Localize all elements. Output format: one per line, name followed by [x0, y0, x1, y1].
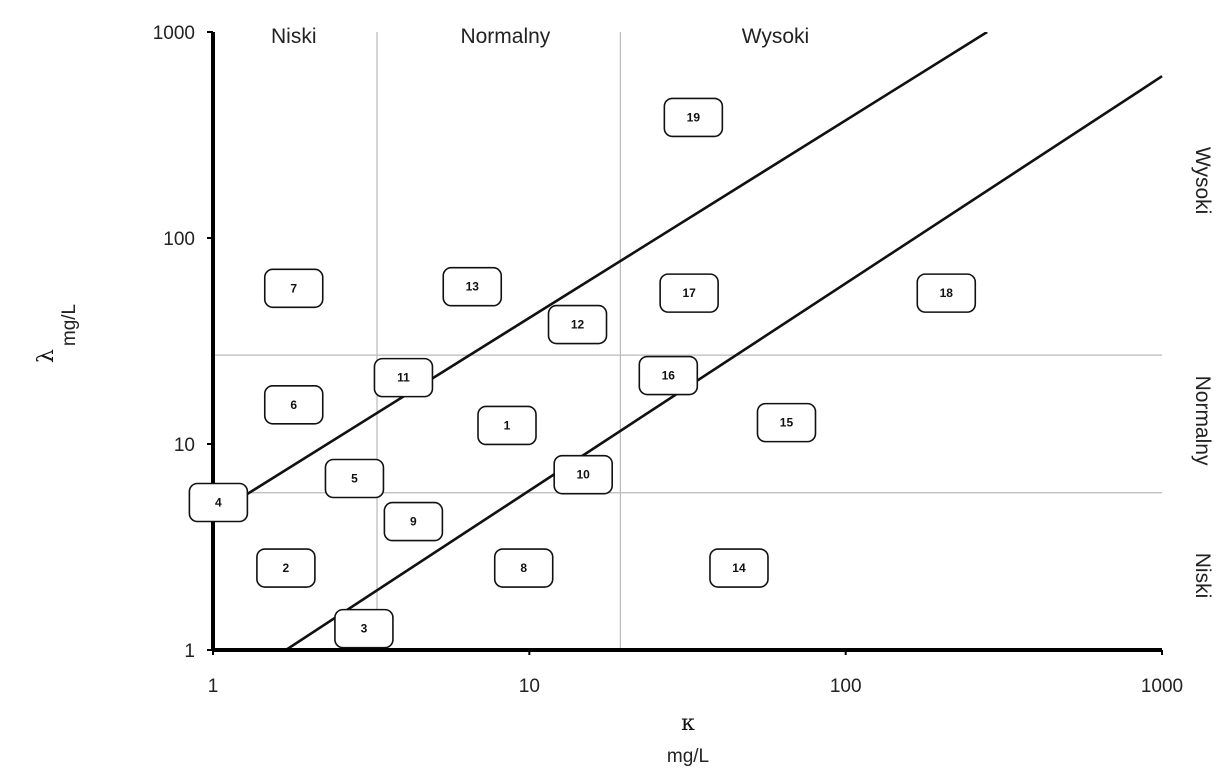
y-region-label: Wysoki [1191, 147, 1214, 214]
point-box [188, 482, 249, 523]
data-point-10: 10 [553, 454, 613, 495]
point-box [442, 266, 503, 307]
data-point-15: 15 [756, 402, 817, 443]
y-axis-unit: mg/L [59, 304, 80, 346]
point-label: 2 [283, 561, 290, 575]
data-point-18: 18 [916, 273, 977, 313]
point-label: 15 [780, 416, 794, 430]
data-point-8: 8 [493, 548, 554, 588]
point-box [383, 501, 444, 542]
point-label: 17 [682, 286, 696, 300]
point-label: 11 [397, 371, 410, 385]
point-label: 13 [466, 280, 480, 294]
point-label: 4 [215, 496, 222, 510]
data-point-3: 3 [334, 608, 394, 649]
point-box [916, 273, 977, 313]
region-labels: Niski Normalny Wysoki Wysoki Normalny Niski [271, 25, 1214, 598]
x-axis-title: κ [681, 711, 695, 736]
x-axis-unit: mg/L [667, 746, 709, 767]
point-box [493, 548, 554, 588]
x-region-label: Niski [271, 25, 317, 48]
data-point-7: 7 [263, 268, 324, 309]
tick-labels: 1 10 100 1000 1 10 100 1000 [153, 23, 1183, 697]
y-tick-label: 10 [174, 435, 195, 456]
data-point-11: 11 [373, 357, 434, 398]
axes [211, 32, 1162, 652]
point-label: 6 [290, 398, 297, 412]
x-region-label: Normalny [460, 25, 550, 48]
point-box [373, 357, 434, 398]
data-point-17: 17 [659, 273, 719, 313]
y-region-label: Normalny [1191, 376, 1214, 466]
x-tick-label: 1 [208, 676, 219, 697]
y-region-label: Niski [1191, 553, 1214, 599]
point-box [659, 273, 719, 313]
point-label: 16 [662, 369, 676, 383]
data-point-9: 9 [383, 501, 444, 542]
point-box [663, 97, 724, 138]
data-point-16: 16 [638, 355, 699, 396]
data-point-1: 1 [477, 405, 537, 446]
point-label: 1 [504, 418, 511, 432]
point-box [256, 548, 316, 588]
point-box [263, 384, 324, 425]
point-box [756, 402, 817, 443]
y-tick-label: 1000 [153, 23, 195, 44]
point-label: 10 [577, 468, 591, 482]
data-point-19: 19 [663, 97, 724, 138]
boundary-lines [213, 32, 1163, 650]
point-label: 9 [410, 515, 417, 529]
point-label: 12 [571, 318, 585, 332]
data-point-12: 12 [547, 304, 608, 345]
x-tick-label: 100 [830, 676, 862, 697]
point-box [263, 268, 324, 309]
y-axis-title: λ [34, 349, 59, 363]
point-label: 19 [687, 110, 701, 124]
point-box [477, 405, 537, 446]
point-box [638, 355, 699, 396]
point-label: 8 [520, 561, 527, 575]
data-point-2: 2 [256, 548, 316, 588]
point-box [324, 458, 385, 499]
point-box [553, 454, 613, 495]
x-tick-label: 10 [519, 676, 540, 697]
data-point-6: 6 [263, 384, 324, 425]
x-tick-label: 1000 [1141, 676, 1183, 697]
data-point-13: 13 [442, 266, 503, 307]
point-label: 18 [940, 286, 954, 300]
point-label: 14 [732, 561, 746, 575]
point-label: 7 [290, 281, 297, 295]
diagonal-line-2 [285, 75, 1163, 650]
point-box [709, 548, 769, 588]
data-point-14: 14 [709, 548, 769, 588]
data-point-4: 4 [188, 482, 249, 523]
y-tick-label: 100 [163, 229, 195, 250]
point-label: 3 [361, 622, 368, 636]
point-label: 5 [351, 472, 358, 486]
point-box [547, 304, 608, 345]
y-tick-label: 1 [184, 641, 195, 662]
x-region-label: Wysoki [742, 25, 809, 48]
data-point-5: 5 [324, 458, 385, 499]
point-box [334, 608, 394, 649]
diagonal-line-1 [213, 32, 988, 517]
